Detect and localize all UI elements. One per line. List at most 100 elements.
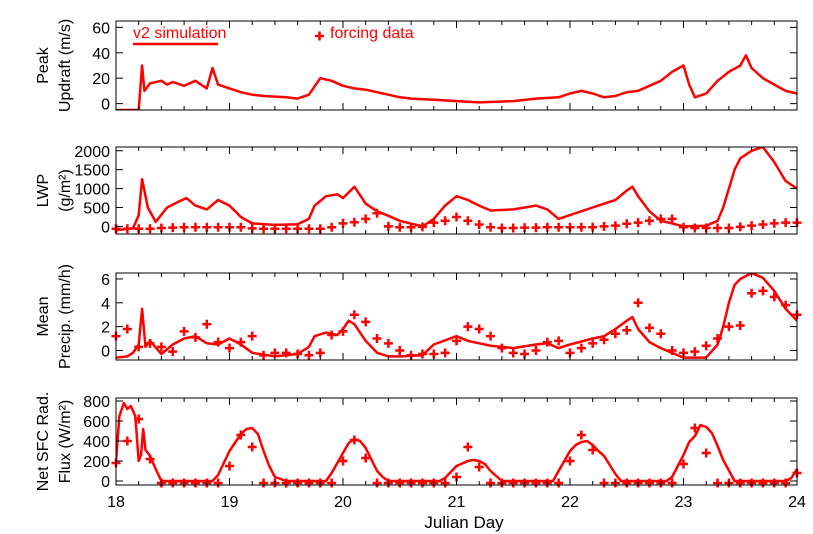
series-line-simulation [116,401,797,483]
data-point-forcing [270,348,280,358]
legend-marker-label: forcing data [330,25,414,42]
data-point-forcing [565,456,575,466]
data-point-forcing [474,324,484,334]
y-axis-label: Updraft (m/s) [57,19,74,112]
data-point-forcing [259,224,269,234]
data-point-forcing [281,478,291,488]
data-point-forcing [202,319,212,329]
panel-3: 0 2 4 6 Mean Precip. (mm/h) [35,264,802,369]
data-point-forcing [349,435,359,445]
y-axis-label: Precip. (mm/h) [57,264,74,369]
data-point-forcing [599,478,609,488]
data-point-forcing [395,222,405,232]
data-point-forcing [383,338,393,348]
data-point-forcing [338,456,348,466]
data-point-forcing [679,459,688,469]
x-tick-label: 21 [448,494,466,511]
data-point-forcing [361,214,371,224]
y-axis-label: LWP [35,174,52,207]
data-point-forcing [701,341,711,351]
y-tick-label: 800 [83,394,110,411]
data-point-forcing [781,478,791,488]
data-point-forcing [508,478,518,488]
data-point-forcing [622,478,632,488]
data-point-forcing [417,222,427,232]
data-point-forcing [190,222,200,232]
data-point-forcing [395,345,405,355]
data-point-forcing [304,478,314,488]
data-point-forcing [713,223,723,233]
data-point-forcing [724,322,734,332]
data-point-forcing [781,300,791,310]
data-point-forcing [417,349,427,359]
y-tick-label: 4 [101,296,110,313]
y-tick-label: 0 [101,474,110,491]
y-axis-label: Net SFC Rad. [35,392,52,492]
data-point-forcing [122,436,132,446]
data-point-forcing [633,218,643,228]
data-point-forcing [554,336,564,346]
data-point-forcing [145,224,155,234]
data-point-forcing [372,478,382,488]
data-point-forcing [610,329,620,339]
x-tick-label: 18 [107,494,125,511]
y-tick-label: 1500 [74,163,110,180]
data-point-forcing [440,216,450,226]
data-point-forcing [156,342,166,352]
data-point-forcing [713,478,723,488]
axes-frame [115,397,798,486]
data-point-forcing [758,286,768,296]
data-point-forcing [690,223,700,233]
data-point-forcing [327,478,337,488]
data-point-forcing [145,454,155,464]
data-point-forcing [281,348,291,358]
data-point-forcing [713,334,723,344]
data-point-forcing [497,343,507,353]
data-point-forcing [656,329,666,339]
series-line-simulation [116,54,797,110]
data-point-forcing [304,350,314,360]
data-point-forcing [690,347,700,357]
data-point-forcing [259,350,269,360]
data-point-forcing [315,348,325,358]
y-tick-label: 0 [101,343,110,360]
data-point-forcing [361,317,371,327]
data-point-forcing [247,442,257,452]
axes-frame [115,272,798,361]
data-point-forcing [179,326,189,336]
y-tick-label: 200 [83,454,110,471]
data-point-forcing [474,220,484,230]
data-point-forcing [122,224,132,234]
data-point-forcing [213,337,223,347]
data-point-forcing [236,222,246,232]
data-point-forcing [622,325,632,335]
data-point-forcing [190,478,200,488]
data-point-forcing [644,216,654,226]
data-point-forcing [667,478,677,488]
x-tick-label: 19 [221,494,239,511]
data-point-forcing [781,218,791,228]
y-tick-label: 40 [92,46,110,63]
data-point-forcing [588,338,598,348]
y-tick-label: 500 [83,201,110,218]
data-point-forcing [531,223,541,233]
data-point-forcing [372,208,382,218]
y-tick-label: 0 [101,97,110,114]
data-point-forcing [452,212,461,222]
data-point-forcing [576,343,586,353]
y-axis-label: Peak [35,46,52,83]
data-point-forcing [349,217,359,227]
data-point-forcing [225,461,234,471]
data-point-forcing [429,218,439,228]
data-point-forcing [576,430,586,440]
data-point-forcing [361,453,371,463]
x-tick-label: 22 [561,494,579,511]
data-point-forcing [610,221,620,231]
data-point-forcing [225,343,234,353]
data-point-forcing [667,345,677,355]
y-tick-label: 60 [92,20,110,37]
data-point-forcing [576,222,586,232]
y-tick-label: 2 [101,320,110,337]
data-point-forcing [383,221,393,231]
